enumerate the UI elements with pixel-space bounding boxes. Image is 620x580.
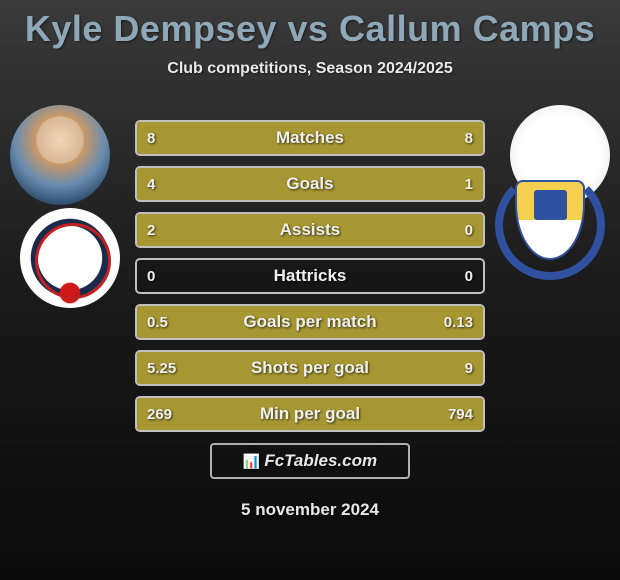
stat-label: Shots per goal <box>137 358 483 378</box>
club-right-logo <box>500 175 600 275</box>
comparison-title: Kyle Dempsey vs Callum Camps <box>0 0 620 50</box>
stats-container: 88Matches 41Goals 20Assists 00Hattricks 0.50… <box>135 120 485 442</box>
stat-label: Goals <box>137 174 483 194</box>
stat-row: 5.259Shots per goal <box>135 350 485 386</box>
stat-row: 41Goals <box>135 166 485 202</box>
stat-row: 20Assists <box>135 212 485 248</box>
stat-label: Assists <box>137 220 483 240</box>
stat-label: Min per goal <box>137 404 483 424</box>
comparison-date: 5 november 2024 <box>0 500 620 520</box>
stat-label: Hattricks <box>137 266 483 286</box>
stat-row: 269794Min per goal <box>135 396 485 432</box>
chart-icon: 📊 <box>243 453 260 469</box>
stat-row: 0.50.13Goals per match <box>135 304 485 340</box>
stat-label: Goals per match <box>137 312 483 332</box>
stat-row: 88Matches <box>135 120 485 156</box>
player-left-photo-img <box>10 105 110 205</box>
club-left-logo <box>20 208 120 308</box>
stat-row: 00Hattricks <box>135 258 485 294</box>
stockport-crest-icon <box>500 175 600 275</box>
branding-box: 📊FcTables.com <box>210 443 410 479</box>
branding-text: FcTables.com <box>264 451 377 470</box>
stat-label: Matches <box>137 128 483 148</box>
comparison-subtitle: Club competitions, Season 2024/2025 <box>0 60 620 78</box>
player-left-photo <box>10 105 110 205</box>
bolton-crest-icon <box>20 208 120 308</box>
